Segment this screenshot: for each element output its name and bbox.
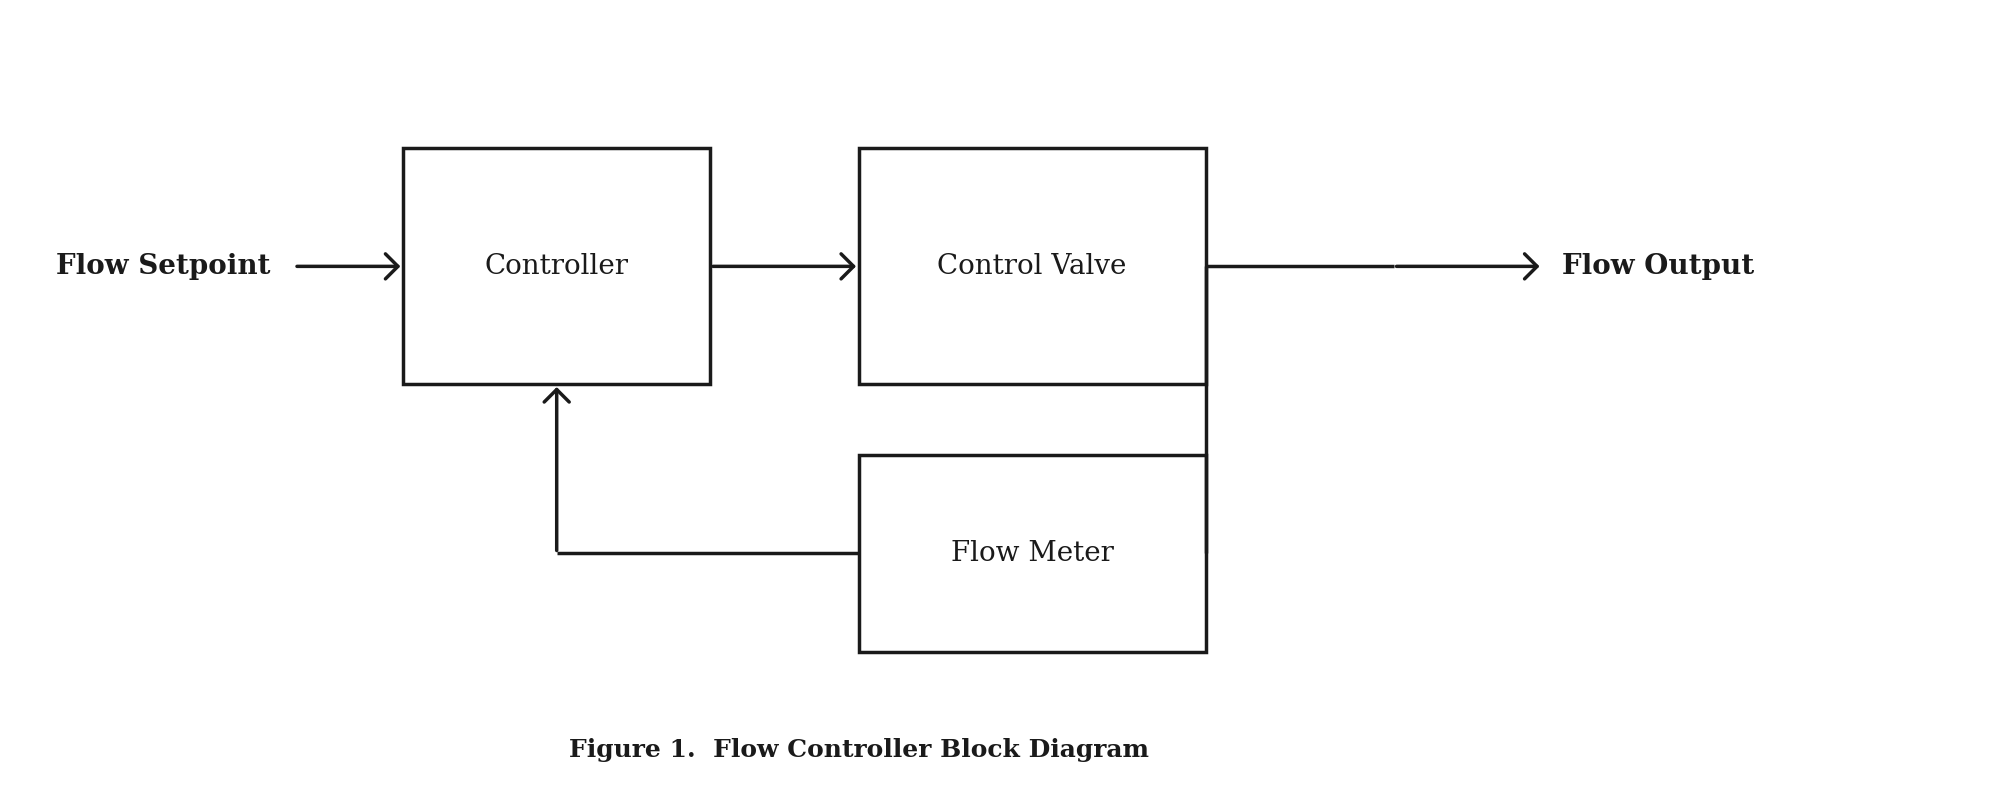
FancyBboxPatch shape bbox=[858, 455, 1205, 651]
FancyBboxPatch shape bbox=[858, 149, 1205, 384]
FancyBboxPatch shape bbox=[403, 149, 710, 384]
Text: Control Valve: Control Valve bbox=[938, 253, 1127, 280]
Text: Controller: Controller bbox=[485, 253, 628, 280]
Text: Flow Output: Flow Output bbox=[1562, 253, 1754, 280]
Text: Flow Meter: Flow Meter bbox=[952, 540, 1113, 566]
Text: Figure 1.  Flow Controller Block Diagram: Figure 1. Flow Controller Block Diagram bbox=[569, 738, 1149, 762]
Text: Flow Setpoint: Flow Setpoint bbox=[56, 253, 271, 280]
